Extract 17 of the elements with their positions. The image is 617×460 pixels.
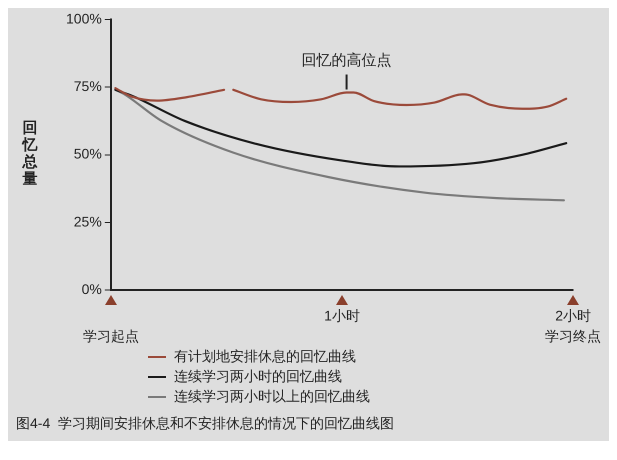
text: 学习起点 <box>82 328 140 344</box>
caption: 图4-4 学习期间安排休息和不安排休息的情况下的回忆曲线图 <box>15 414 396 433</box>
line-series <box>114 88 568 168</box>
y-tick-label: 50% <box>74 146 102 162</box>
legend-label: 连续学习两小时的回忆曲线 <box>174 368 342 386</box>
annotation: 回忆的高位点 <box>302 52 392 70</box>
legend-label: 有计划地安排休息的回忆曲线 <box>174 348 356 366</box>
y-tick-label: 75% <box>74 78 102 94</box>
y-tick-label: 25% <box>74 213 102 230</box>
y-tick-label: 0% <box>82 281 102 298</box>
legend-label: 连续学习两小时以上的回忆曲线 <box>174 388 370 406</box>
x-tick-label: 1小时 <box>324 307 360 324</box>
y-tick-label: 100% <box>66 10 102 26</box>
text: 学习终点 <box>544 328 602 344</box>
line-series <box>114 88 565 202</box>
y-axis-title: 回忆总量 <box>22 119 38 188</box>
x-tick-label: 2小时 <box>555 307 592 324</box>
